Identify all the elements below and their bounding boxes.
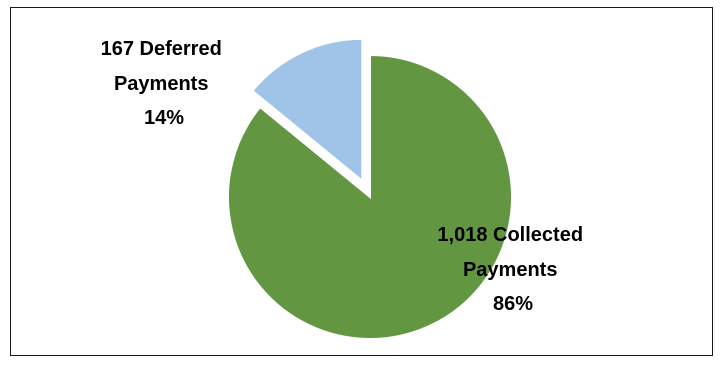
deferred-label: 167 Deferred Payments 14% bbox=[101, 38, 228, 129]
pie-slice-deferred bbox=[250, 37, 364, 183]
collected-label: 1,018 Collected Payments 86% bbox=[437, 224, 588, 315]
deferred-percent-label: 14% bbox=[144, 107, 184, 129]
deferred-payments-label: Payments bbox=[114, 73, 209, 95]
collected-percent-label: 86% bbox=[493, 293, 533, 315]
pie-slice-collected bbox=[227, 53, 513, 340]
collected-count-label: 1,018 Collected bbox=[437, 224, 583, 246]
collected-payments-label: Payments bbox=[463, 259, 558, 281]
slices-group bbox=[227, 37, 513, 340]
deferred-count-label: 167 Deferred bbox=[101, 38, 222, 60]
